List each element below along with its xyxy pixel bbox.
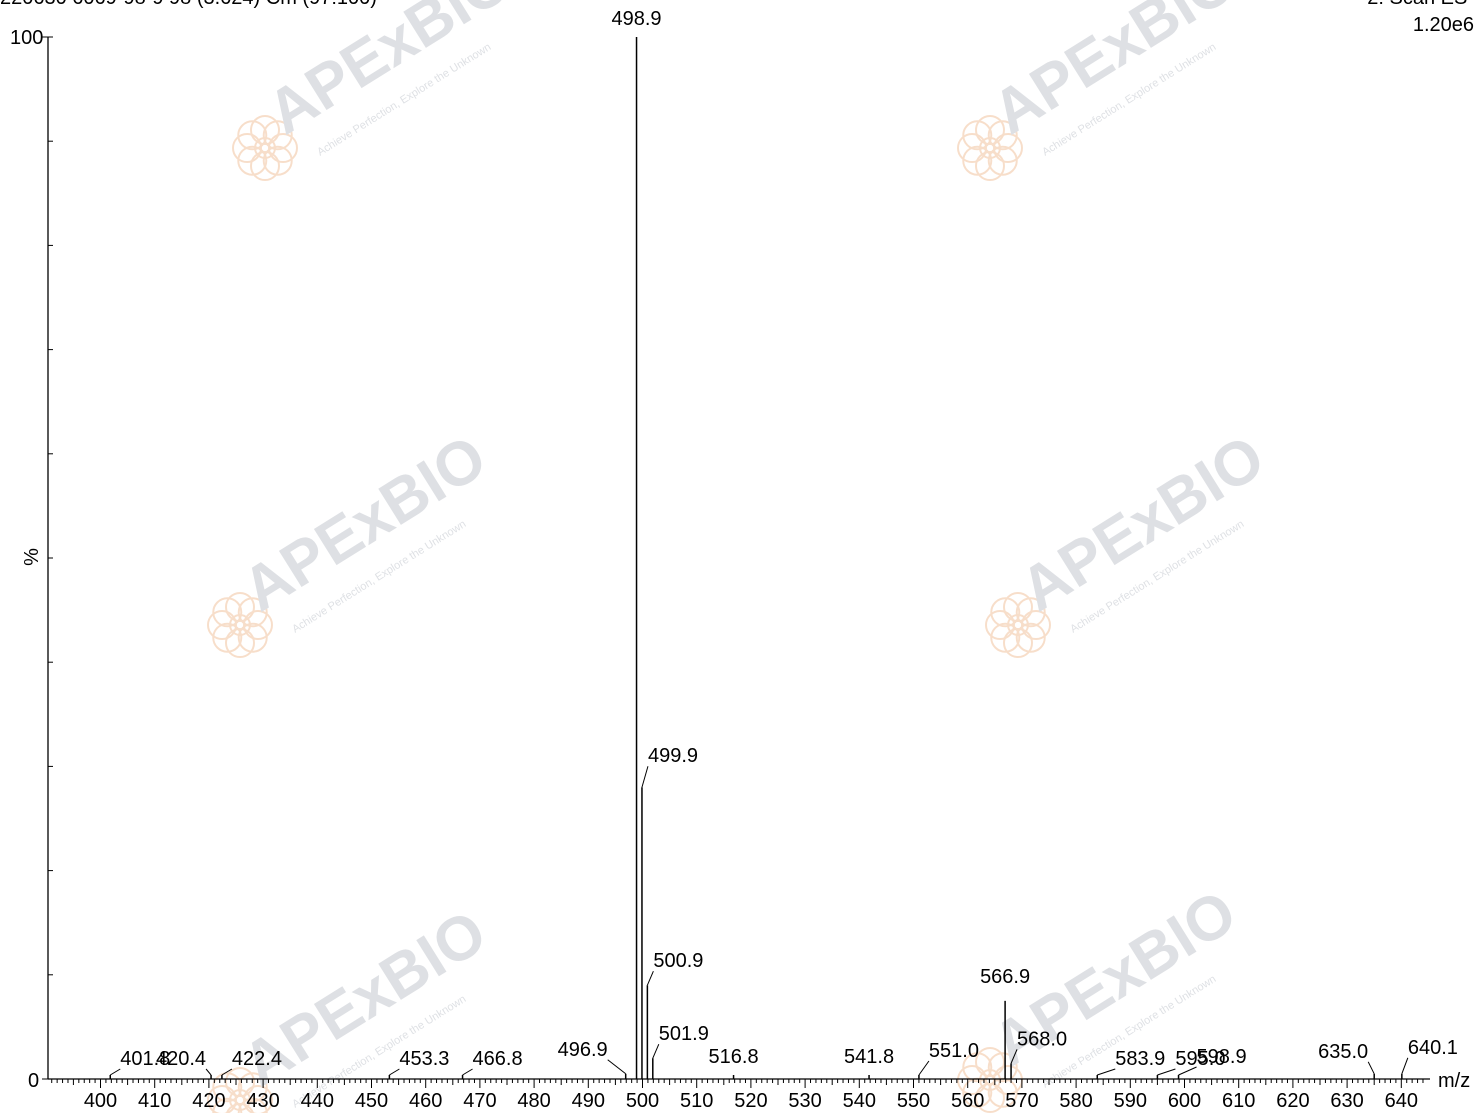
peak-label-leader xyxy=(221,1068,233,1076)
x-tick-label: 440 xyxy=(301,1090,334,1112)
x-tick-label: 470 xyxy=(463,1090,496,1112)
x-tick-label: 530 xyxy=(788,1090,821,1112)
x-tick-label: 520 xyxy=(734,1090,767,1112)
x-tick-label: 400 xyxy=(84,1090,117,1112)
peak-label-leader xyxy=(389,1068,400,1076)
peak-label-568.0: 568.0 xyxy=(1017,1028,1067,1050)
header-right-scan: 2: Scan ES- xyxy=(1367,0,1474,9)
x-tick-label: 410 xyxy=(138,1090,171,1112)
x-tick-label: 640 xyxy=(1385,1090,1418,1112)
peak-label-566.9: 566.9 xyxy=(980,966,1030,988)
x-axis-label: m/z xyxy=(1438,1070,1470,1092)
peak-label-516.8: 516.8 xyxy=(709,1046,759,1068)
watermark-brand: APExBIO xyxy=(981,0,1248,148)
peak-label-583.9: 583.9 xyxy=(1115,1048,1165,1070)
peak-label-401.8: 401.8 xyxy=(120,1048,170,1070)
peak-label-leader xyxy=(1097,1068,1116,1076)
peak-label-422.4: 422.4 xyxy=(232,1048,282,1070)
peak-label-499.9: 499.9 xyxy=(648,745,698,767)
header-right-intensity: 1.20e6 xyxy=(1413,14,1474,36)
peak-label-leader xyxy=(641,766,649,788)
x-tick-label: 570 xyxy=(1005,1090,1038,1112)
watermark-flower-icon xyxy=(985,592,1051,658)
peak-label-598.9: 598.9 xyxy=(1197,1046,1247,1068)
peak-label-500.9: 500.9 xyxy=(653,950,703,972)
watermark-flower-icon xyxy=(207,1067,273,1113)
peak-label-595.0: 595.0 xyxy=(1175,1048,1225,1070)
x-tick-label: 430 xyxy=(246,1090,279,1112)
peak-label-498.9: 498.9 xyxy=(612,8,662,30)
x-tick-label: 590 xyxy=(1114,1090,1147,1112)
x-tick-label: 620 xyxy=(1276,1090,1309,1112)
x-tick-label: 450 xyxy=(355,1090,388,1112)
watermark-flower-icon xyxy=(207,592,273,658)
peak-label-leader xyxy=(1010,1049,1018,1064)
peak-label-leader xyxy=(652,1043,660,1059)
peak-label-640.1: 640.1 xyxy=(1408,1037,1458,1059)
peak-label-551.0: 551.0 xyxy=(929,1040,979,1062)
x-tick-label: 420 xyxy=(192,1090,225,1112)
y-tick-label-0: 0 xyxy=(28,1070,39,1092)
peak-label-leader xyxy=(1367,1061,1375,1075)
x-tick-label: 610 xyxy=(1222,1090,1255,1112)
watermark-flower-icon xyxy=(232,115,298,181)
watermark-flower-icon xyxy=(957,115,1023,181)
x-tick-label: 550 xyxy=(897,1090,930,1112)
x-tick-label: 540 xyxy=(843,1090,876,1112)
x-tick-label: 510 xyxy=(680,1090,713,1112)
peak-label-leader xyxy=(1401,1057,1409,1074)
watermark-brand: APExBIO xyxy=(256,0,523,148)
y-tick-label-100: 100 xyxy=(10,27,43,49)
peak-label-leader xyxy=(1178,1066,1197,1076)
header-left: 220630 6069-98-9 98 (3.624) Cm (97:100) xyxy=(0,0,377,9)
peak-label-leader xyxy=(1157,1068,1176,1076)
x-tick-label: 580 xyxy=(1059,1090,1092,1112)
axes: 400 410 420 430 440 450 460 470 480 490 500 510 520 5… xyxy=(42,36,1430,1112)
x-tick-label: 630 xyxy=(1330,1090,1363,1112)
peak-label-leader xyxy=(646,971,654,986)
y-axis-label: % xyxy=(21,548,43,566)
x-tick-label: 500 xyxy=(626,1090,659,1112)
peak-label-501.9: 501.9 xyxy=(659,1023,709,1045)
x-tick-label: 600 xyxy=(1168,1090,1201,1112)
x-tick-label: 460 xyxy=(409,1090,442,1112)
peak-label-leader xyxy=(607,1059,627,1075)
x-tick-label: 560 xyxy=(951,1090,984,1112)
peak-label-466.8: 466.8 xyxy=(473,1048,523,1070)
peak-label-leader xyxy=(205,1068,212,1076)
x-tick-label: 480 xyxy=(517,1090,550,1112)
x-tick-label: 490 xyxy=(572,1090,605,1112)
peak-label-leader xyxy=(109,1068,121,1076)
peak-label-541.8: 541.8 xyxy=(844,1046,894,1068)
peak-label-453.3: 453.3 xyxy=(399,1048,449,1070)
peak-label-420.4: 420.4 xyxy=(156,1048,206,1070)
peak-label-635.0: 635.0 xyxy=(1318,1041,1368,1063)
peak-label-leader xyxy=(462,1068,473,1076)
peak-label-496.9: 496.9 xyxy=(558,1039,608,1061)
peaks xyxy=(109,37,1403,1079)
peak-label-leader xyxy=(918,1060,930,1076)
